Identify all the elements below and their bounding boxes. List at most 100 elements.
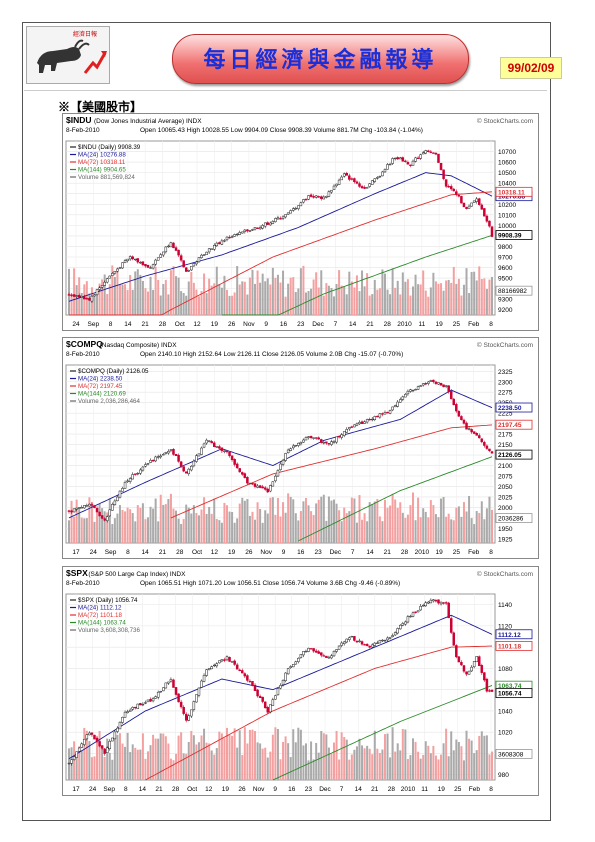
volume-bar <box>73 268 76 315</box>
volume-bar <box>103 274 106 315</box>
volume-bar <box>412 492 415 543</box>
candle-body <box>141 466 145 471</box>
page-frame <box>22 22 551 821</box>
candle-body <box>348 175 351 180</box>
volume-bar <box>246 743 249 780</box>
candle-body <box>225 236 229 241</box>
candle-body <box>85 734 89 740</box>
candle-body <box>67 762 71 765</box>
candle-body <box>355 640 359 643</box>
volume-bar <box>254 283 257 315</box>
volume-bar <box>409 295 412 315</box>
candle-body <box>149 459 152 463</box>
y-tick-label: 2275 <box>498 390 513 397</box>
x-tick-label: 24 <box>90 549 98 556</box>
candle-body <box>286 212 290 215</box>
volume-bar <box>238 730 241 780</box>
candle-body <box>406 390 410 395</box>
price-tag-box <box>495 402 533 413</box>
candle-body <box>312 648 315 652</box>
candle-body <box>393 632 397 636</box>
volume-bar <box>190 513 193 543</box>
volume-bar <box>478 735 481 780</box>
candle-body <box>195 455 198 462</box>
candle-body <box>490 226 494 237</box>
volume-bar <box>134 747 137 780</box>
volume-bar <box>376 748 379 780</box>
candle-body <box>218 446 221 449</box>
candle-body <box>368 418 371 421</box>
volume-bar <box>320 496 323 543</box>
x-tick-label: 11 <box>421 786 428 793</box>
volume-bar <box>419 284 422 315</box>
candle-body <box>376 177 379 179</box>
candle-body <box>325 196 328 198</box>
volume-bar <box>437 283 440 315</box>
x-tick-label: 14 <box>366 549 374 556</box>
volume-bar <box>345 513 348 543</box>
volume-bar <box>470 271 473 315</box>
candle-body <box>467 428 471 430</box>
candle-body <box>111 504 114 511</box>
legend-entry: MA(72) 2197.45 <box>78 383 123 390</box>
volume-bar <box>284 736 287 780</box>
candle-body <box>88 732 91 736</box>
chart-indu: 9200930094009500960097009800990010000101… <box>62 113 539 331</box>
volume-bar <box>233 292 236 315</box>
candle-body <box>337 435 341 438</box>
volume-bar <box>294 292 297 315</box>
volume-bar <box>480 731 483 780</box>
volume-bar <box>304 497 307 543</box>
volume-bar <box>457 742 460 780</box>
volume-bar <box>269 751 272 780</box>
volume-bar <box>287 283 290 315</box>
volume-bar <box>297 288 300 315</box>
price-tag-label: 10276.88 <box>498 194 525 201</box>
candle-body <box>342 431 346 436</box>
candle-body <box>437 382 440 385</box>
candle-body <box>419 385 422 387</box>
candle-body <box>483 442 486 446</box>
volume-bar <box>455 283 458 315</box>
volume-bar <box>177 518 180 543</box>
x-tick-label: 16 <box>297 549 305 556</box>
volume-bar <box>452 266 455 315</box>
volume-bar <box>195 744 198 780</box>
volume-bar <box>483 278 486 315</box>
volume-bar <box>274 277 277 315</box>
candle-body <box>151 460 155 462</box>
volume-bar <box>394 287 397 315</box>
candle-body <box>312 437 315 439</box>
volume-bar <box>462 502 465 543</box>
candle-body <box>393 157 397 160</box>
candle-body <box>281 679 285 685</box>
volume-bar <box>292 499 295 543</box>
candle-body <box>182 466 185 472</box>
volume-bar <box>243 500 246 543</box>
volume-bar <box>406 279 409 315</box>
volume-bar <box>419 517 422 543</box>
volume-bar <box>483 519 486 543</box>
candle-body <box>67 294 71 296</box>
candle-body <box>439 162 443 170</box>
volume-bar <box>73 516 76 543</box>
x-tick-label: 21 <box>371 786 379 793</box>
x-tick-label: 23 <box>314 549 322 556</box>
legend-entry: MA(72) 1101.18 <box>78 612 122 619</box>
volume-bar <box>424 290 427 315</box>
volume-bar <box>68 268 70 315</box>
candle-body <box>368 183 371 187</box>
volume-bar <box>126 507 129 543</box>
volume-bar <box>241 754 244 780</box>
ma-line <box>298 456 493 542</box>
x-tick-label: 8 <box>489 549 493 556</box>
candle-body <box>192 701 196 710</box>
candle-body <box>167 245 170 248</box>
candle-body <box>414 611 417 613</box>
candle-body <box>348 427 351 430</box>
candle-body <box>320 439 323 443</box>
volume-bar <box>340 285 343 315</box>
y-tick-label: 2025 <box>498 494 513 501</box>
volume-bar <box>203 728 206 780</box>
candle-body <box>80 743 83 748</box>
